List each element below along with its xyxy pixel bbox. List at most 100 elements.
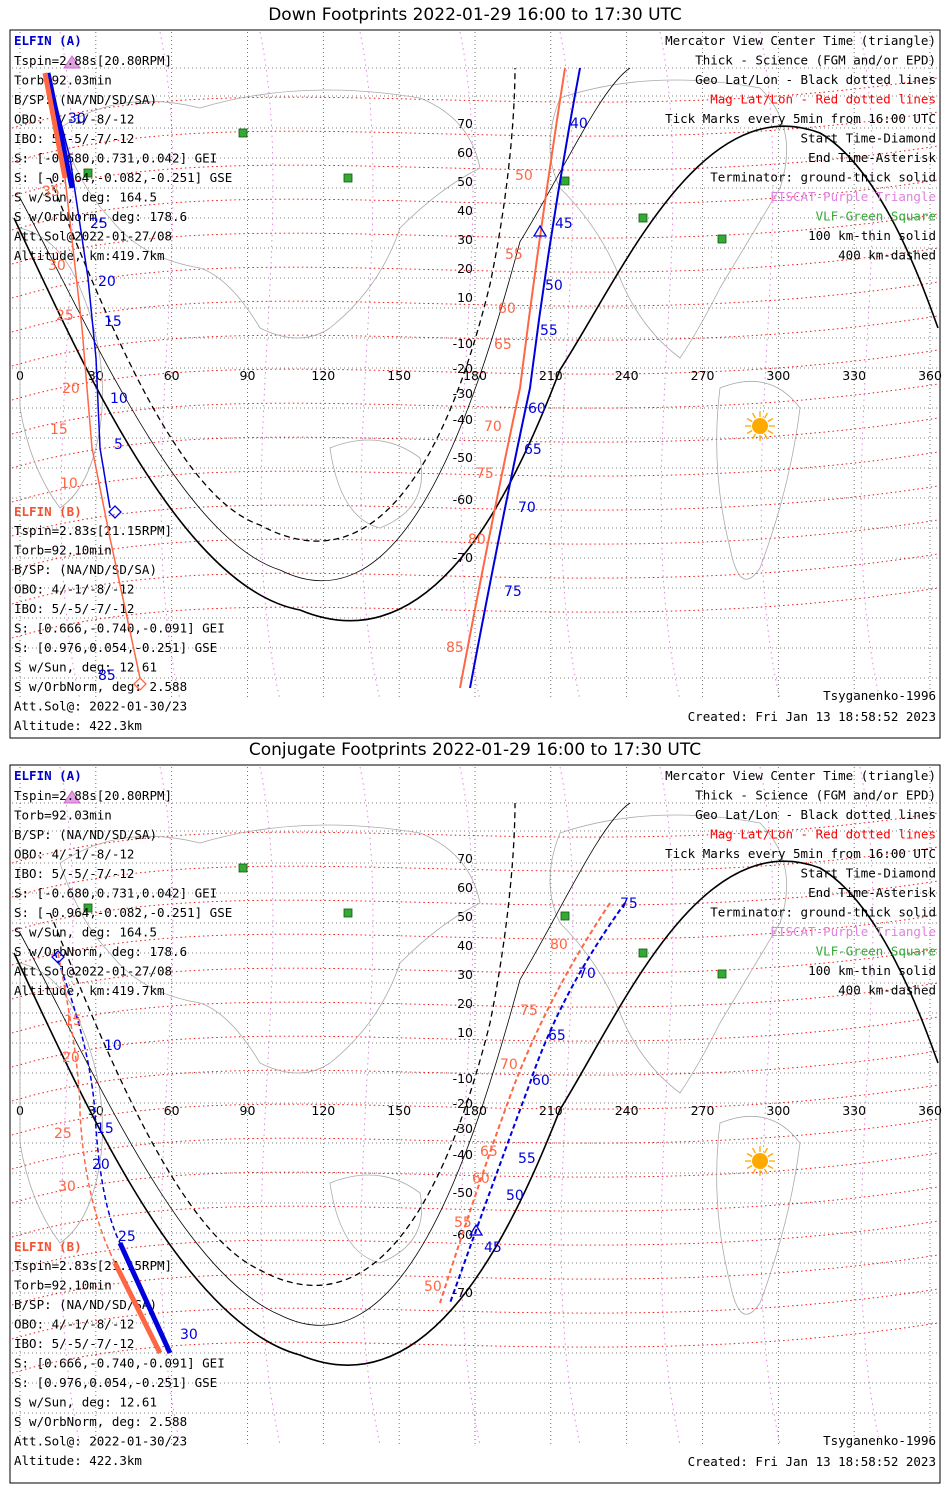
lat-tick-label: -30	[453, 1121, 473, 1136]
elfin-a-param: IBO: 5/-5/-7/-12	[14, 866, 134, 881]
elfin-b-param: Att.Sol@: 2022-01-30/23	[14, 699, 187, 714]
legend-item: Geo Lat/Lon - Black dotted lines	[695, 807, 936, 822]
elfin-a-track-east	[449, 902, 626, 1304]
tick-label-b: 50	[424, 1279, 442, 1295]
lat-tick-label: -20	[453, 361, 473, 376]
tick-label-a: 50	[545, 278, 563, 294]
elfin-a-param: OBO: 4/-1/-8/-12	[14, 112, 134, 127]
terminator-100km	[19, 67, 631, 582]
tick-label-b: 15	[50, 422, 68, 438]
panel-title-conjugate: Conjugate Footprints 2022-01-29 16:00 to…	[248, 740, 702, 760]
lon-tick-label: 210	[539, 1103, 563, 1118]
continent-outline	[59, 824, 481, 1074]
start-diamond-a	[108, 505, 122, 519]
mag-lon-line	[459, 31, 481, 701]
tick-label-b: 85	[446, 640, 464, 656]
tick-label-a: 10	[104, 1038, 122, 1054]
tick-label-a: 50	[506, 1188, 524, 1204]
legend-item: Start Time-Diamond	[801, 131, 936, 146]
lat-tick-label: -20	[453, 1096, 473, 1111]
mag-lat-line	[11, 213, 939, 265]
elfin-b-param: Altitude: 422.3km	[14, 718, 142, 733]
legend-item: Mercator View Center Time (triangle)	[665, 33, 936, 48]
mag-lat-line	[11, 383, 939, 435]
tick-label-a: 65	[548, 1028, 566, 1044]
mag-lat-line	[11, 1050, 939, 1102]
elfin-b-param: IBO: 5/-5/-7/-12	[14, 1336, 134, 1351]
lon-tick-label: 90	[240, 1103, 256, 1118]
lat-tick-label: 20	[457, 261, 473, 276]
elfin-b-param: OBO: 4/-1/-8/-12	[14, 582, 134, 597]
tick-label-a: 85	[98, 668, 116, 684]
elfin-b-name: ELFIN (B)	[14, 504, 82, 519]
elfin-a-param: Torb=92.03min	[14, 808, 112, 823]
elfin-a-param: S w/Sun, deg: 164.5	[14, 925, 157, 940]
mag-lon-line	[359, 31, 381, 701]
mag-lat-line	[11, 417, 939, 469]
elfin-a-track-east	[469, 67, 581, 689]
elfin-b-name: ELFIN (B)	[14, 1239, 82, 1254]
legend-item: Mag Lat/Lon - Red dotted lines	[710, 827, 936, 842]
lon-tick-label: 60	[164, 368, 180, 383]
continent-outline	[549, 814, 788, 1094]
elfin-b-param: Torb=92.10min	[14, 1278, 112, 1293]
legend-item: 100 km-thin solid	[808, 228, 936, 243]
lat-tick-label: -40	[453, 412, 473, 427]
panel-border	[9, 764, 941, 1484]
terminator-400km	[49, 802, 516, 1286]
lon-tick-label: 270	[691, 368, 715, 383]
tick-label-a: 55	[540, 323, 558, 339]
legend-item: End Time-Asterisk	[808, 150, 936, 165]
mag-lat-line	[11, 982, 939, 1034]
elfin-b-param: Att.Sol@: 2022-01-30/23	[14, 1434, 187, 1449]
mag-lon-line	[59, 31, 81, 701]
elfin-a-param: B/SP: (NA/ND/SD/SA)	[14, 92, 157, 107]
mag-lat-line	[11, 349, 939, 401]
sun-icon	[745, 411, 775, 441]
terminator-ground	[13, 860, 939, 1367]
lon-tick-label: 270	[691, 1103, 715, 1118]
lat-tick-label: 40	[457, 203, 473, 218]
tick-label-a: 60	[532, 1073, 550, 1089]
tick-label-a: 65	[524, 442, 542, 458]
panel-title-down: Down Footprints 2022-01-29 16:00 to 17:3…	[268, 5, 682, 25]
mag-lon-line	[759, 31, 781, 701]
mag-lat-line	[11, 587, 939, 639]
continent-outline	[716, 1116, 801, 1315]
tick-label-a: 55	[518, 1151, 536, 1167]
tick-label-b: 20	[62, 1050, 80, 1066]
elfin-b-param: Altitude: 422.3km	[14, 1453, 142, 1468]
vlf-square	[343, 173, 353, 183]
elfin-a-name: ELFIN (A)	[14, 33, 82, 48]
tick-label-a: 70	[518, 500, 536, 516]
vlf-square	[717, 234, 727, 244]
lat-tick-label: 30	[457, 967, 473, 982]
lat-tick-label: 70	[457, 116, 473, 131]
lon-tick-label: 120	[311, 1103, 335, 1118]
lon-tick-label: 180	[463, 1103, 487, 1118]
elfin-a-param: OBO: 4/-1/-8/-12	[14, 847, 134, 862]
legend-item: Start Time-Diamond	[801, 866, 936, 881]
elfin-a-param: S w/OrbNorm, deg: 178.6	[14, 209, 187, 224]
mag-lon-line	[559, 31, 581, 701]
tick-label-a: 15	[96, 1121, 114, 1137]
tick-label-b: 35	[42, 184, 60, 200]
tick-label-b: 60	[472, 1171, 490, 1187]
mag-lat-line	[11, 553, 939, 605]
start-diamond-a	[51, 950, 65, 964]
lat-tick-label: 60	[457, 880, 473, 895]
mag-lat-line	[11, 485, 939, 537]
tick-label-b: 70	[500, 1057, 518, 1073]
elfin-b-param: Torb=92.10min	[14, 543, 112, 558]
elfin-a-param: Tspin=2.88s[20.80RPM]	[14, 53, 172, 68]
elfin-a-param: B/SP: (NA/ND/SD/SA)	[14, 827, 157, 842]
legend-item: Mercator View Center Time (triangle)	[665, 768, 936, 783]
mag-lat-line	[11, 519, 939, 571]
created-label: Created: Fri Jan 13 18:58:52 2023	[688, 1454, 936, 1469]
legend-item: 400 km-dashed	[838, 248, 936, 263]
lat-tick-label: 20	[457, 996, 473, 1011]
elfin-b-param: S w/OrbNorm, deg: 2.588	[14, 679, 187, 694]
mag-lat-line	[11, 846, 939, 898]
tick-label-a: 30	[180, 1327, 198, 1343]
tick-label-a: 5	[114, 437, 123, 453]
